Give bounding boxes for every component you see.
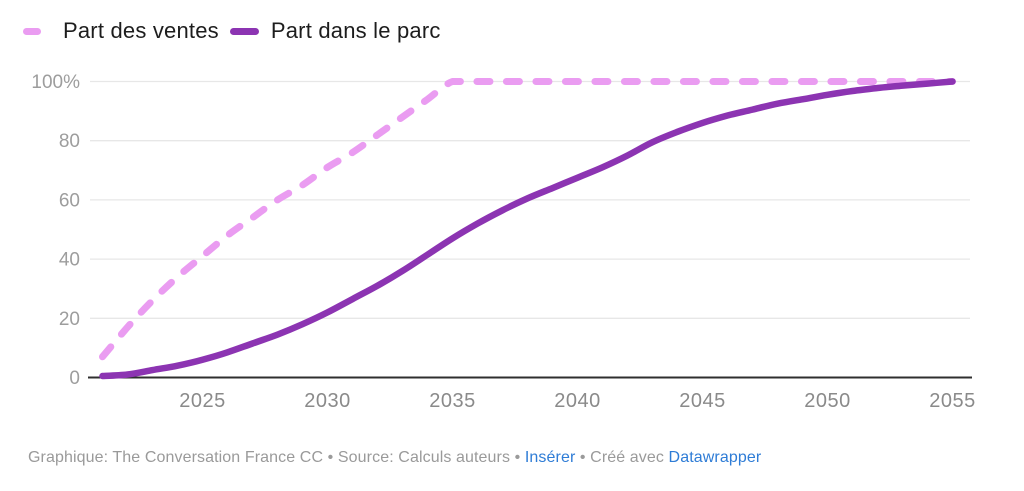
chart-legend: Part des ventes Part dans le parc [23,17,441,45]
x-axis-tick-label: 2040 [554,390,601,412]
footer-embed-link[interactable]: Insérer [524,449,576,466]
y-axis-tick-label: 60 [59,190,80,211]
footer-separator: • [579,449,586,466]
x-axis-tick-label: 2050 [804,390,851,412]
footer-separator: • [514,449,521,466]
footer-created-with: Créé avec [590,449,664,466]
x-axis-tick-label: 2035 [429,390,476,412]
chart-footer: Graphique: The Conversation France CC • … [28,449,761,467]
series-line-part-dans-le-parc [99,78,956,380]
legend-item-part-des-ventes: Part des ventes [23,18,219,44]
y-axis-tick-label: 20 [59,309,80,330]
x-axis-tick-label: 2030 [304,390,351,412]
x-axis-tick-label: 2055 [929,390,976,412]
series-line-part-des-ventes [99,78,956,361]
legend-label-part-des-ventes: Part des ventes [63,18,219,43]
y-axis-tick-label: 80 [59,131,80,152]
y-axis-tick-label: 100% [31,72,80,93]
legend-swatch-dashed-icon [23,27,41,35]
x-axis-tick-label: 2025 [179,390,226,412]
footer-separator: • [327,449,334,466]
y-axis-tick-label: 0 [69,368,80,389]
footer-source: Source: Calculs auteurs [337,449,511,466]
legend-label-part-dans-le-parc: Part dans le parc [270,18,441,43]
legend-swatch-solid-icon [229,27,259,35]
legend-item-part-dans-le-parc: Part dans le parc [229,18,441,44]
x-axis-tick-label: 2045 [679,390,726,412]
footer-datawrapper-link[interactable]: Datawrapper [668,449,762,466]
footer-byline: Graphique: The Conversation France CC [28,449,324,466]
y-axis-tick-label: 40 [59,250,80,271]
